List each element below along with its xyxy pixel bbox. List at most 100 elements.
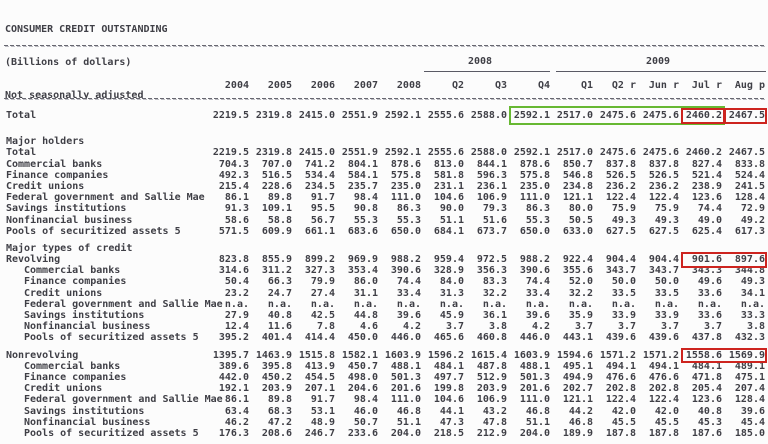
value-cell: 79.9 [310,276,335,288]
value-cell: 661.1 [304,225,335,237]
value-cell: 972.5 [476,254,507,266]
value-cell: 74.4 [697,203,722,215]
value-cell: 84.0 [439,276,464,288]
column-header: Jun r [648,80,679,91]
value-cell: n.a. [224,298,249,310]
value-cell: 534.4 [304,169,335,181]
value-cell: 2592.1 [384,147,421,159]
value-cell: 741.2 [304,158,335,170]
value-cell: 27.4 [310,287,335,299]
table-row: Pools of securitized assets 5 571.5 609.9 6… [0,226,768,237]
row-label: Pools of securitized assets 5 [24,332,199,344]
value-cell: 235.7 [347,180,378,192]
value-cell: 897.6 [734,254,765,266]
row-values: 2219.5 2319.8 2415.0 2551.9 2592.1 2555.6 2588… [210,110,768,121]
value-cell: 203.9 [476,383,507,395]
highlight-red-box [681,108,725,124]
value-cell: 207.1 [304,383,335,395]
value-cell: 344.8 [734,265,765,277]
value-cell: 2467.5 [728,147,765,159]
value-cell: 236.1 [476,180,507,192]
value-cell: 83.3 [482,276,507,288]
value-cell: 42.0 [654,405,679,417]
value-cell: 2475.6 [642,147,679,159]
value-cell: 104.6 [433,192,464,204]
value-cell: 625.4 [691,225,722,237]
value-cell: 42.5 [310,310,335,321]
value-cell: 413.9 [304,360,335,372]
value-cell: 236.2 [648,180,679,192]
value-cell: 1395.7 [212,349,249,361]
value-cell: 837.8 [648,158,679,170]
value-cell: 2592.1 [513,147,550,159]
value-cell: 201.6 [390,383,421,395]
value-cell: n.a. [310,298,335,310]
value-cell: 471.8 [691,371,722,383]
value-cell: 56.7 [310,214,335,226]
value-cell: 48.9 [310,416,335,428]
value-cell: 495.1 [562,360,593,372]
value-cell: 187.8 [605,427,636,439]
value-cell: 633.0 [562,225,593,237]
value-cell: n.a. [267,298,292,310]
value-cell: 1571.2 [642,349,679,361]
value-cell: 204.0 [519,427,550,439]
value-cell: 581.8 [433,169,464,181]
value-cell: 122.4 [605,192,636,204]
value-cell: 3.7 [703,321,722,333]
value-cell: 50.0 [654,276,679,288]
table-row: Federal government and Sallie Mae n.a. n.a… [0,299,768,310]
value-cell: 75.9 [654,203,679,215]
value-cell: n.a. [568,298,593,310]
row-values: 46.2 47.2 48.9 50.7 51.1 47.3 47.8 51.1 46.8 45.5… [210,417,768,428]
value-cell: 343.3 [691,265,722,277]
value-cell: 106.9 [476,394,507,406]
value-cell: 501.3 [390,371,421,383]
table-row: Finance companies 442.0 450.2 454.5 498.0 501… [0,372,768,383]
value-cell: 3.8 [488,321,507,333]
value-cell: 202.8 [648,383,679,395]
value-cell: 86.1 [224,394,249,406]
row-label: Credit unions [6,180,85,192]
value-cell: 475.1 [734,371,765,383]
value-cell: 51.1 [525,416,550,428]
row-values: 571.5 609.9 661.1 683.6 650.0 684.1 673.7 650.0… [210,226,768,237]
table-row: Savings institutions 27.9 40.8 42.5 44.8 39.6… [0,310,768,321]
value-cell: 204.0 [390,427,421,439]
value-cell: 91.7 [310,192,335,204]
value-cell: 39.6 [525,310,550,321]
value-cell: 2555.6 [427,147,464,159]
value-cell: 1594.6 [556,349,593,361]
value-cell: 2475.6 [599,147,636,159]
value-cell: 2592.1 [513,110,550,121]
value-cell: 439.6 [605,332,636,344]
column-header: Aug p [734,80,765,91]
value-cell: 53.1 [310,405,335,417]
value-cell: 111.0 [519,192,550,204]
column-header: Q3 [494,80,507,91]
value-cell: 650.0 [390,225,421,237]
value-cell: 1571.2 [599,349,636,361]
row-label: Major holders [6,136,85,148]
value-cell: 484.1 [433,360,464,372]
value-cell: 43.2 [482,405,507,417]
highlight-red-box [724,108,767,124]
value-cell: 988.2 [390,254,421,266]
value-cell: 813.0 [433,158,464,170]
row-values: 492.3 516.5 534.4 584.1 575.8 581.8 596.3 575.8… [210,170,768,181]
table-row: Commercial banks 704.3 707.0 741.2 804.1 878.… [0,159,768,170]
value-cell: 233.6 [347,427,378,439]
row-values: 86.1 89.8 91.7 98.4 111.0 104.6 106.9 111.0 121.… [210,394,768,405]
row-values: 192.1 203.9 207.1 204.6 201.6 199.8 203.9 201.6… [210,383,768,394]
value-cell: 89.8 [267,394,292,406]
row-label: Finance companies [24,276,127,288]
value-cell: 51.1 [439,214,464,226]
value-cell: 571.5 [218,225,249,237]
row-values: 389.6 395.8 413.9 450.7 488.1 484.1 487.8 488.1… [210,361,768,372]
value-cell: 395.8 [261,360,292,372]
table-row: Nonfinancial business 12.4 11.6 7.8 4.6 4.2 3.… [0,321,768,332]
value-cell: 42.0 [611,405,636,417]
table-row: Credit unions 192.1 203.9 207.1 204.6 201.6 19… [0,383,768,394]
value-cell: 32.2 [568,287,593,299]
value-cell: 52.0 [568,276,593,288]
